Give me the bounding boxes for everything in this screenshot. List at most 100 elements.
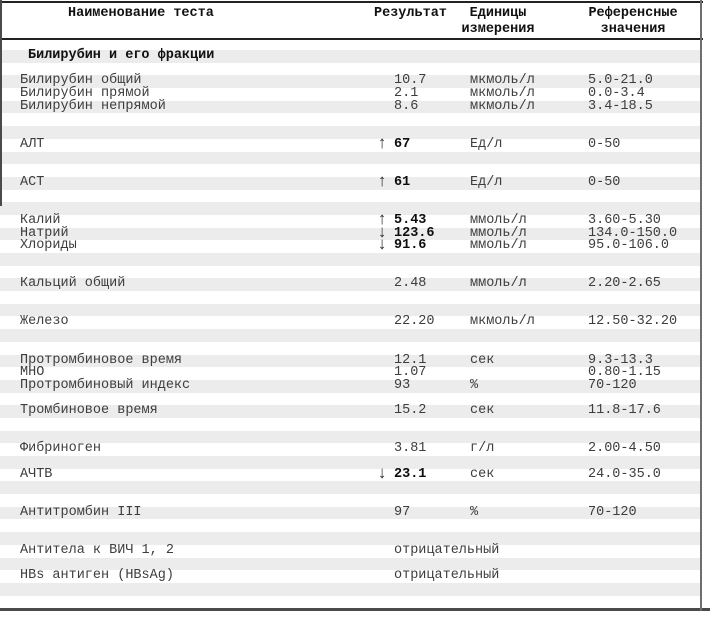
- test-name-cell: Протромбиновый индекс: [20, 377, 191, 393]
- reference-range-cell: 5.0-21.0: [588, 73, 653, 89]
- table-row: HBs антиген (HBsAg) отрицательный: [0, 568, 700, 584]
- result-cell: отрицательный: [394, 568, 500, 584]
- result-cell: 61: [394, 174, 411, 190]
- units-cell: ммоль/л: [470, 276, 527, 292]
- units-cell: мкмоль/л: [470, 98, 535, 114]
- arrow-up-icon: ↑: [377, 210, 388, 230]
- empty-row: [0, 291, 700, 304]
- result-cell: отрицательный: [394, 542, 500, 558]
- table-row: Железо 22.20 мкмоль/л 12.50-32.20: [0, 315, 700, 329]
- empty-row: [0, 190, 700, 203]
- units-cell: сек: [470, 466, 495, 482]
- empty-row: [0, 519, 700, 532]
- reference-range-cell: 0.0-3.4: [588, 86, 645, 102]
- arrow-up-icon: ↑: [377, 172, 388, 192]
- result-cell: 8.6: [394, 98, 419, 114]
- units-cell: мкмоль/л: [470, 86, 535, 102]
- result-cell: 123.6: [394, 225, 435, 241]
- table-row: Протромбиновый индекс 93% 70-120: [0, 377, 700, 393]
- page-top-border: [0, 1, 703, 3]
- results-table-body: Билирубин и его фракции Билирубин общий 10…: [0, 42, 710, 608]
- column-header-reference: Референсные значения: [572, 6, 694, 38]
- reference-range-cell: 9.3-13.3: [588, 352, 653, 368]
- test-name-cell: АЧТВ: [20, 466, 53, 482]
- section-title: Билирубин и его фракции: [28, 48, 215, 63]
- test-name-cell: Билирубин общий: [20, 73, 142, 89]
- test-name-cell: Антитела к ВИЧ 1, 2: [20, 542, 174, 558]
- reference-range-cell: 2.20-2.65: [588, 276, 661, 292]
- reference-range-cell: 70-120: [588, 504, 637, 520]
- table-row: Кальций общий 2.48 ммоль/л 2.20-2.65: [0, 276, 700, 292]
- top-spacer: [0, 42, 710, 50]
- test-name-cell: Хлориды: [20, 238, 77, 254]
- page-right-border: [700, 0, 702, 611]
- table-row: Хлориды ↓ 91.6 ммоль/л 95.0-106.0: [0, 237, 700, 254]
- test-name-cell: Кальций общий: [20, 276, 126, 292]
- table-row: Калий ↑ 5.43 ммоль/л 3.60-5.30: [0, 210, 700, 230]
- result-cell: 1.07: [394, 365, 427, 381]
- empty-row: [0, 557, 700, 571]
- test-name-cell: Тромбиновое время: [20, 403, 158, 419]
- column-header-reference-line2: значения: [600, 22, 666, 37]
- reference-range-cell: 134.0-150.0: [588, 225, 678, 241]
- units-cell: ммоль/л: [470, 225, 527, 241]
- result-cell: 3.81: [394, 441, 427, 457]
- result-cell: 15.2: [394, 403, 427, 419]
- table-row: АСТ ↑ 61 Ед/л 0-50: [0, 172, 700, 192]
- reference-range-cell: 2.00-4.50: [588, 441, 661, 457]
- empty-row: [0, 253, 700, 266]
- column-header-test-name: Наименование теста: [68, 6, 214, 21]
- empty-row: [0, 481, 700, 495]
- reference-range-cell: 0-50: [588, 136, 621, 152]
- empty-row: [0, 532, 700, 545]
- column-header-result: Результат: [374, 6, 447, 21]
- reference-range-cell: 0.80-1.15: [588, 365, 661, 381]
- arrow-up-icon: ↑: [377, 134, 388, 154]
- empty-row: [0, 418, 700, 431]
- test-name-cell: Протромбиновое время: [20, 352, 183, 368]
- page-left-border: [0, 0, 2, 206]
- units-cell: %: [470, 504, 479, 520]
- reference-range-cell: 70-120: [588, 377, 637, 393]
- result-cell: 10.7: [394, 73, 427, 89]
- units-cell: Ед/л: [470, 174, 503, 190]
- result-cell: 5.43: [394, 212, 427, 228]
- test-name-cell: Калий: [20, 212, 61, 228]
- empty-row: [0, 113, 700, 126]
- test-name-cell: АСТ: [20, 174, 45, 190]
- empty-row: [0, 202, 700, 215]
- table-row: Протромбиновое время 12.1 сек 9.3-13.3: [0, 352, 700, 368]
- result-cell: 23.1: [394, 466, 427, 482]
- result-cell: 97: [394, 504, 411, 520]
- column-header-units: Единицы измерения: [448, 6, 548, 38]
- empty-row: [0, 151, 700, 165]
- units-cell: ммоль/л: [470, 212, 527, 228]
- reference-range-cell: 24.0-35.0: [588, 466, 661, 482]
- test-name-cell: Фибриноген: [20, 441, 102, 457]
- page-bottom-border: [0, 608, 710, 611]
- result-cell: 93: [394, 377, 411, 393]
- units-cell: г/л: [470, 441, 495, 457]
- table-row: Билирубин непрямой 8.6 мкмоль/л 3.4-18.5: [0, 98, 700, 114]
- units-cell: %: [470, 377, 479, 393]
- table-row: Фибриноген 3.81 г/л 2.00-4.50: [0, 441, 700, 457]
- units-cell: ммоль/л: [470, 238, 527, 254]
- table-header: Наименование теста Результат Единицы изм…: [0, 0, 703, 38]
- table-row: Билирубин общий 10.7 мкмоль/л 5.0-21.0: [0, 73, 700, 89]
- empty-row: [0, 596, 700, 609]
- column-header-reference-line1: Референсные: [588, 6, 678, 21]
- table-row: Тромбиновое время 15.2 сек 11.8-17.6: [0, 403, 700, 419]
- test-name-cell: Билирубин прямой: [20, 86, 150, 102]
- column-header-units-line2: измерения: [461, 22, 535, 37]
- header-divider: [0, 38, 703, 40]
- result-cell: 2.1: [394, 86, 419, 102]
- test-name-cell: АЛТ: [20, 136, 45, 152]
- table-row: Антитела к ВИЧ 1, 2 отрицательный: [0, 542, 700, 558]
- arrow-down-icon: ↓: [377, 223, 388, 243]
- table-row: Антитромбин III 97% 70-120: [0, 504, 700, 520]
- empty-row: [0, 456, 700, 469]
- empty-row: [0, 126, 700, 139]
- section-header-row: Билирубин и его фракции: [0, 48, 700, 63]
- test-name-cell: Натрий: [20, 225, 69, 241]
